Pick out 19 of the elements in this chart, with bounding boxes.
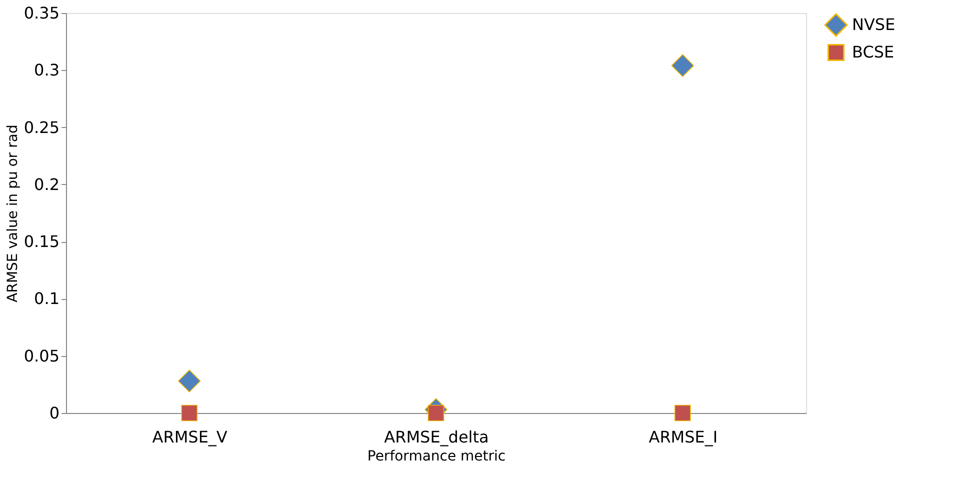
x-tick-label: ARMSE_delta [384,428,489,446]
y-tick-label: 0.2 [34,174,60,194]
x-tick-label: ARMSE_V [152,428,228,446]
y-tick-label: 0.3 [34,60,60,80]
legend-label: BCSE [852,42,894,62]
point [674,404,691,422]
y-tick-label: 0.05 [24,346,60,366]
y-tick-label: 0.25 [24,118,60,137]
y-tick-label: 0.35 [24,4,60,22]
y-tick-label: 0.15 [24,232,60,252]
x-tick-label: ARMSE_I [648,428,718,446]
legend-label: NVSE [852,15,896,34]
point [671,54,694,77]
point [178,370,201,392]
y-axis-title: ARMSE value in pu or rad [4,124,21,302]
y-tick-label: 0 [49,404,60,422]
x-axis-title: Performance metric [367,448,506,464]
y-tick-label: 0.1 [34,289,60,308]
point [181,404,198,422]
